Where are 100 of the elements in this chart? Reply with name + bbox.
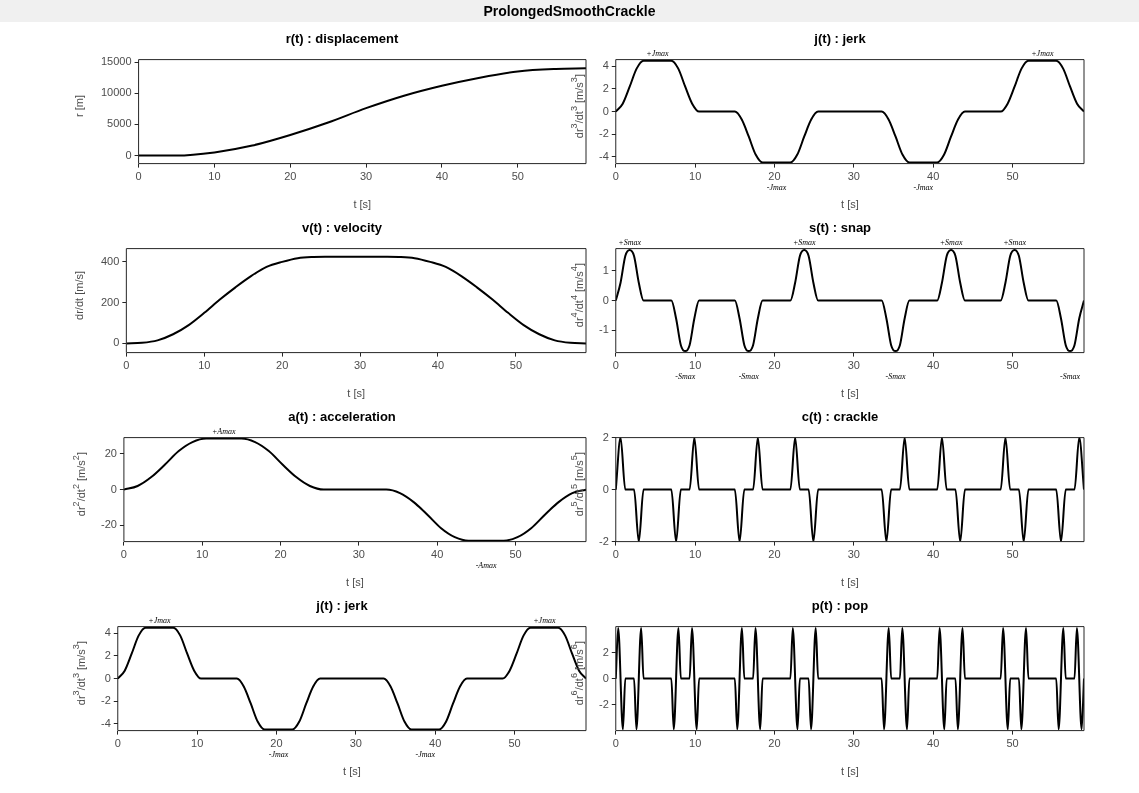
x-axis-title: t [s] — [346, 576, 364, 589]
y-tick-label: 0 — [602, 293, 609, 306]
y-tick-label: 10000 — [100, 86, 132, 99]
y-tick-label: 4 — [104, 626, 111, 639]
chart-title: ProlongedSmoothCrackle — [0, 0, 1139, 22]
x-tick-label: 30 — [847, 548, 860, 561]
x-axis-title: t [s] — [343, 765, 361, 778]
annotation: +Smax — [1003, 237, 1027, 247]
x-axis-title: t [s] — [347, 387, 366, 400]
x-tick-label: 20 — [274, 548, 287, 561]
x-tick-label: 0 — [612, 170, 619, 183]
x-tick-label: 30 — [352, 548, 365, 561]
x-tick-label: 30 — [349, 737, 362, 750]
y-tick-label: 2 — [104, 649, 111, 662]
x-tick-label: 50 — [1006, 737, 1019, 750]
line-series — [138, 67, 586, 157]
y-tick-label: -2 — [101, 694, 111, 707]
x-tick-label: 40 — [429, 737, 442, 750]
chart-title: p(t) : pop — [811, 598, 869, 614]
y-tick-label: -2 — [599, 534, 609, 547]
y-tick-label: 0 — [104, 671, 111, 684]
y-axis-title: r [m] — [73, 95, 85, 117]
x-tick-label: 30 — [359, 170, 373, 183]
annotation: +Jmax — [533, 615, 556, 625]
y-tick-label: 0 — [602, 104, 609, 117]
chart-title: a(t) : acceleration — [288, 409, 396, 425]
x-tick-label: 10 — [208, 170, 221, 183]
x-tick-label: 30 — [847, 170, 860, 183]
x-tick-label: 40 — [927, 170, 940, 183]
line-series — [615, 249, 1084, 353]
x-tick-label: 10 — [689, 359, 702, 372]
y-tick-label: -2 — [599, 697, 609, 710]
annotation: -Smax — [1060, 371, 1081, 381]
y-tick-label: 2 — [602, 430, 609, 443]
annotation: -Jmax — [913, 182, 934, 192]
x-tick-label: 40 — [927, 737, 940, 750]
y-tick-label: 20 — [104, 446, 117, 459]
x-tick-label: 50 — [508, 737, 521, 750]
y-tick-label: 15000 — [100, 55, 132, 68]
y-tick-label: -20 — [100, 518, 117, 531]
annotation: -Amax — [475, 560, 498, 570]
y-tick-label: -1 — [599, 323, 609, 336]
line-series — [615, 59, 1084, 164]
y-tick-label: 400 — [100, 254, 120, 267]
x-tick-label: 50 — [1006, 170, 1019, 183]
chart-title: s(t) : snap — [808, 220, 872, 236]
x-tick-label: 10 — [198, 359, 211, 372]
x-tick-label: 10 — [689, 170, 702, 183]
x-tick-label: 20 — [276, 359, 289, 372]
y-tick-label: 1 — [602, 263, 609, 276]
x-tick-label: 30 — [847, 737, 860, 750]
x-tick-label: 40 — [435, 170, 449, 183]
x-tick-label: 10 — [689, 737, 702, 750]
x-axis-title: t [s] — [841, 765, 859, 778]
x-tick-label: 20 — [768, 737, 781, 750]
line-series — [126, 255, 586, 345]
line-series — [123, 437, 586, 542]
y-tick-label: 5000 — [107, 117, 132, 130]
annotation: -Smax — [675, 371, 696, 381]
y-tick-label: -2 — [599, 127, 609, 140]
y-tick-label: 200 — [100, 295, 120, 308]
x-tick-label: 20 — [768, 359, 781, 372]
x-axis-title: t [s] — [841, 387, 859, 400]
line-series — [117, 626, 586, 731]
x-tick-label: 10 — [191, 737, 204, 750]
chart-title: v(t) : velocity — [301, 220, 383, 236]
x-tick-label: 10 — [196, 548, 209, 561]
x-tick-label: 20 — [768, 548, 781, 561]
y-tick-label: -4 — [599, 149, 609, 162]
annotation: -Smax — [885, 371, 906, 381]
x-tick-label: 0 — [612, 548, 619, 561]
x-tick-label: 20 — [284, 170, 297, 183]
x-tick-label: 20 — [270, 737, 283, 750]
y-tick-label: 0 — [125, 148, 132, 161]
annotation: -Jmax — [268, 749, 289, 759]
x-tick-label: 30 — [353, 359, 367, 372]
x-tick-label: 50 — [509, 548, 522, 561]
y-tick-label: 2 — [602, 645, 609, 658]
chart-title: c(t) : crackle — [801, 409, 879, 425]
x-tick-label: 50 — [509, 359, 523, 372]
x-tick-label: 40 — [927, 359, 940, 372]
annotation: +Jmax — [148, 615, 172, 625]
chart-title: j(t) : jerk — [315, 598, 369, 614]
x-axis-title: t [s] — [841, 198, 859, 211]
x-tick-label: 50 — [1006, 359, 1019, 372]
x-tick-label: 0 — [135, 170, 142, 183]
annotation: -Jmax — [415, 749, 436, 759]
annotation: -Jmax — [766, 182, 787, 192]
y-tick-label: -4 — [101, 716, 111, 729]
x-tick-label: 10 — [689, 548, 702, 561]
x-tick-label: 40 — [927, 548, 940, 561]
annotation: +Jmax — [1031, 48, 1054, 58]
x-axis-title: t [s] — [353, 198, 372, 211]
y-tick-label: 0 — [113, 336, 120, 349]
y-tick-label: 0 — [110, 482, 117, 495]
x-axis-title: t [s] — [841, 576, 859, 589]
annotation: +Jmax — [646, 48, 670, 58]
x-tick-label: 50 — [1006, 548, 1019, 561]
annotation: +Smax — [618, 237, 642, 247]
y-tick-label: 2 — [602, 82, 609, 95]
